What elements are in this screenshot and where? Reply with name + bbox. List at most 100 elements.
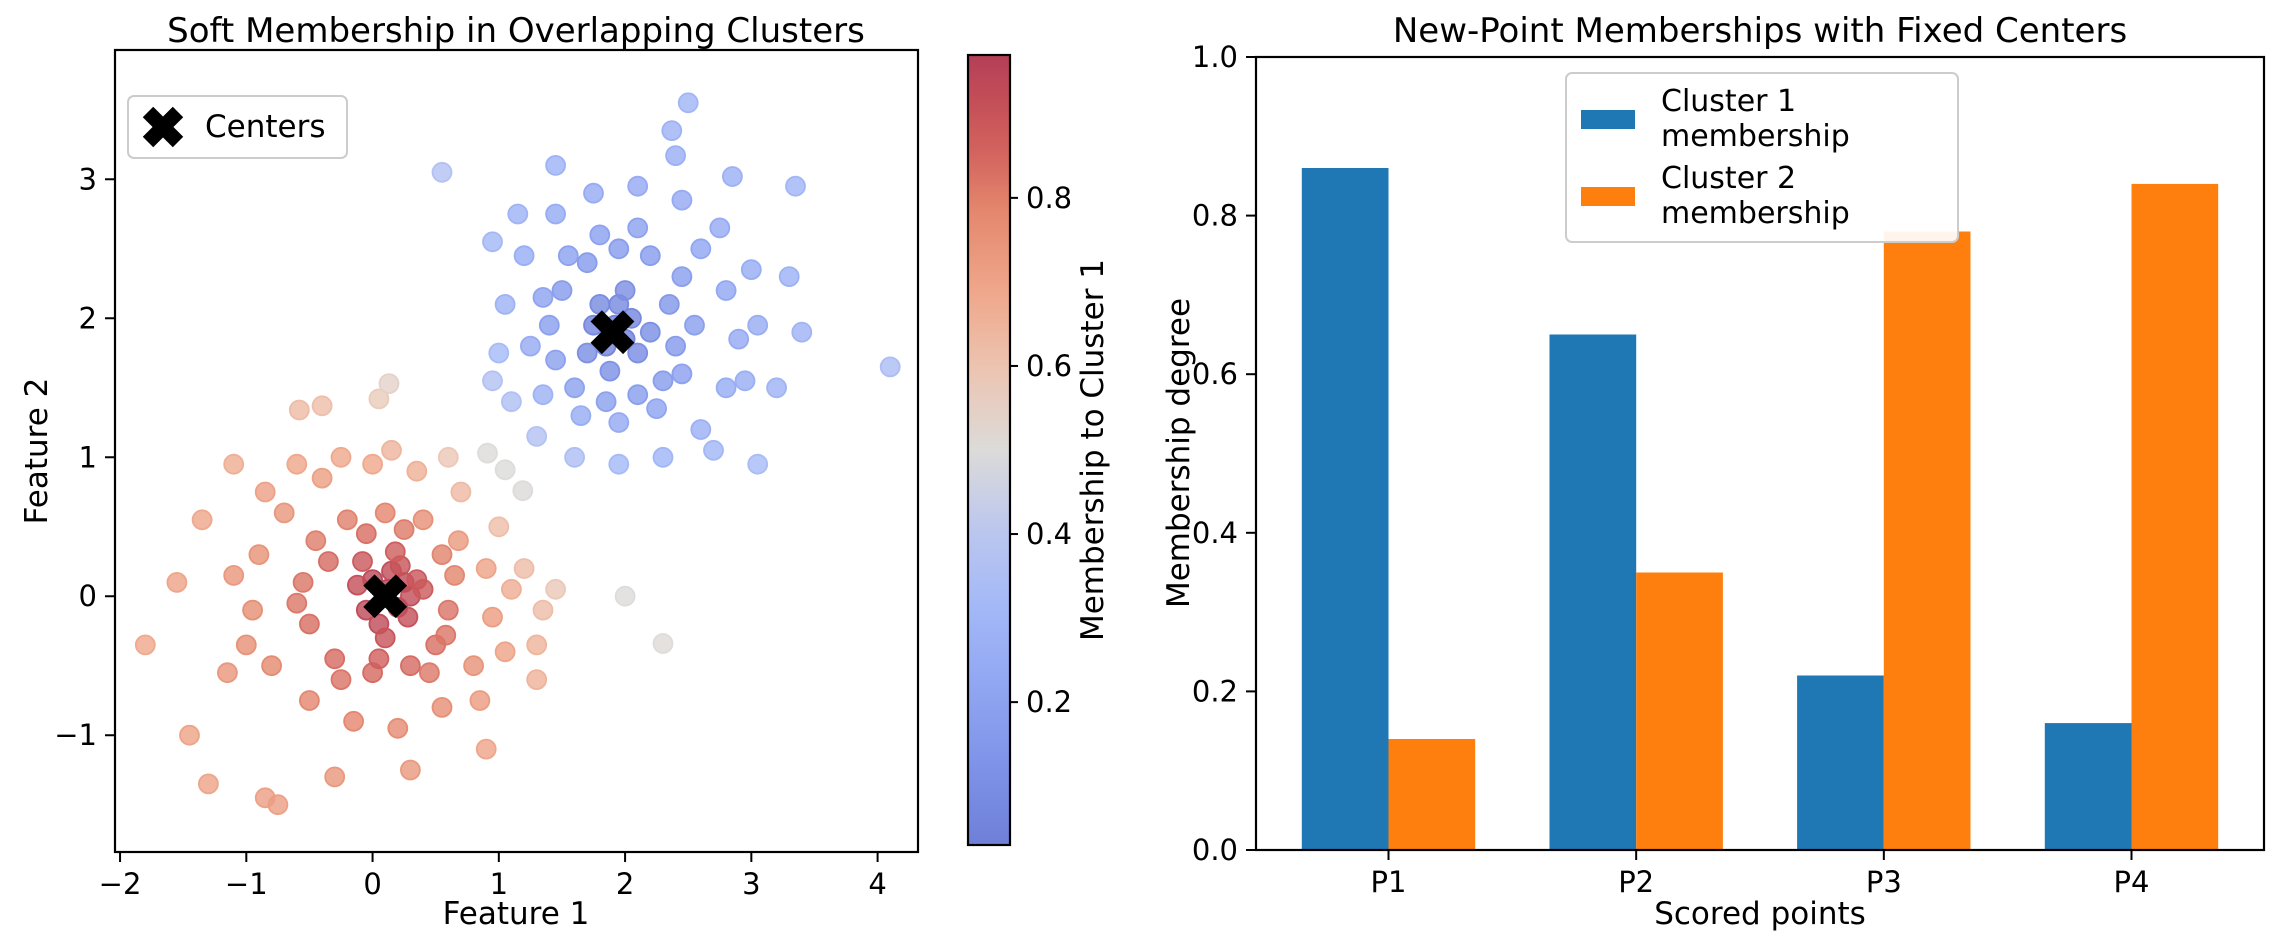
y-tick-label: 0.8 (1192, 199, 1238, 233)
bar-p1-series1 (1301, 168, 1389, 850)
scatter-point (374, 502, 396, 524)
scatter-point (778, 266, 800, 288)
bar-p2-series1 (1549, 334, 1637, 850)
scatter-point (261, 655, 283, 677)
colorbar-tick-label: 0.4 (1026, 517, 1072, 551)
scatter-point (368, 648, 390, 670)
y-tick-label: −1 (54, 718, 97, 752)
x-tick-label: P1 (1371, 865, 1407, 899)
scatter-point (223, 453, 245, 475)
scatter-point (684, 314, 705, 336)
scatter-point (469, 690, 491, 711)
scatter-point (766, 377, 787, 399)
scatter-point (665, 145, 686, 167)
bar-p4-series1 (2044, 723, 2132, 850)
x-tick-label: 0 (363, 867, 381, 901)
scatter-plot: −2 −1 0 1 2 3 4 −1 0 1 2 3 (54, 48, 920, 901)
scatter-point (658, 293, 680, 315)
center-marker (363, 574, 408, 619)
scatter-point (576, 342, 598, 364)
scatter-point (330, 446, 352, 468)
scatter-point (627, 384, 649, 406)
scatter-point (570, 405, 592, 427)
bar-title: New-Point Memberships with Fixed Centers (1392, 11, 2128, 51)
scatter-point (545, 578, 566, 600)
scatter-point (627, 342, 649, 364)
scatter-point (324, 766, 346, 788)
y-tick-label: 0.0 (1192, 833, 1238, 867)
scatter-point (526, 634, 548, 656)
scatter-point (431, 161, 453, 183)
scatter-point (330, 669, 352, 690)
scatter-point (488, 342, 510, 364)
scatter-point (627, 217, 649, 239)
scatter-point (431, 697, 453, 718)
bar-frame (1254, 55, 2266, 852)
scatter-point (576, 252, 598, 274)
bar-p3-series2 (1883, 231, 1971, 850)
scatter-point (722, 166, 743, 187)
scatter-point (608, 412, 630, 433)
bar-xlabel: Scored points (1654, 896, 1866, 932)
x-tick-label: 1 (490, 867, 508, 901)
scatter-point (564, 377, 585, 399)
x-marker-icon (142, 106, 184, 148)
scatter-point (437, 446, 459, 468)
cluster1-color-patch (1581, 109, 1635, 129)
y-tick-label: 0.2 (1192, 674, 1238, 708)
x-tick-label: −2 (99, 867, 142, 901)
scatter-point (355, 523, 377, 545)
scatter-point (292, 572, 314, 593)
y-tick-label: 0.6 (1192, 357, 1238, 391)
scatter-point (387, 717, 409, 739)
scatter-point (311, 395, 333, 417)
scatter-point (397, 606, 419, 628)
scatter-legend: Centers (127, 95, 348, 159)
x-tick-label: 4 (868, 867, 886, 901)
scatter-point (526, 425, 548, 447)
scatter-point (494, 459, 516, 481)
cluster2-color-patch (1581, 186, 1635, 206)
scatter-point (235, 634, 257, 656)
scatter-point (393, 519, 415, 540)
scatter-point (311, 467, 333, 489)
scatter-point (671, 363, 693, 385)
scatter-point (715, 280, 737, 301)
y-tick-label: 3 (79, 162, 97, 196)
scatter-point (564, 446, 585, 468)
bar-p4-series2 (2131, 183, 2219, 850)
scatter-point (557, 245, 579, 267)
colorbar-tick-label: 0.6 (1026, 349, 1072, 383)
scatter-point (242, 599, 264, 621)
scatter-point (583, 182, 604, 204)
scatter-point (412, 509, 434, 531)
x-tick-label: 3 (742, 867, 760, 901)
scatter-point (412, 578, 434, 600)
scatter-point (362, 453, 384, 475)
scatter-point (532, 286, 554, 308)
scatter-point (399, 759, 421, 781)
scatter-point (488, 516, 510, 538)
scatter-point (475, 558, 497, 579)
scatter-point (599, 360, 621, 382)
scatter-point (343, 710, 365, 732)
scatter-point (500, 578, 522, 600)
scatter-point (317, 551, 339, 572)
legend-row-cluster2: Cluster 2 membership (1581, 161, 1943, 231)
scatter-point (352, 551, 373, 572)
centers-legend-label: Centers (205, 109, 326, 145)
scatter-point (703, 439, 724, 461)
scatter-point (248, 544, 270, 565)
x-tick-label: P4 (2114, 865, 2150, 899)
scatter-point (482, 231, 503, 253)
legend-row-cluster1: Cluster 1 membership (1581, 84, 1943, 154)
scatter-point (608, 453, 630, 475)
scatter-point (646, 398, 667, 420)
scatter-point (223, 565, 245, 586)
scatter-point (399, 655, 421, 677)
scatter-point (652, 370, 674, 392)
scatter-point (374, 627, 396, 649)
scatter-point (545, 349, 566, 371)
scatter-point (482, 370, 503, 392)
